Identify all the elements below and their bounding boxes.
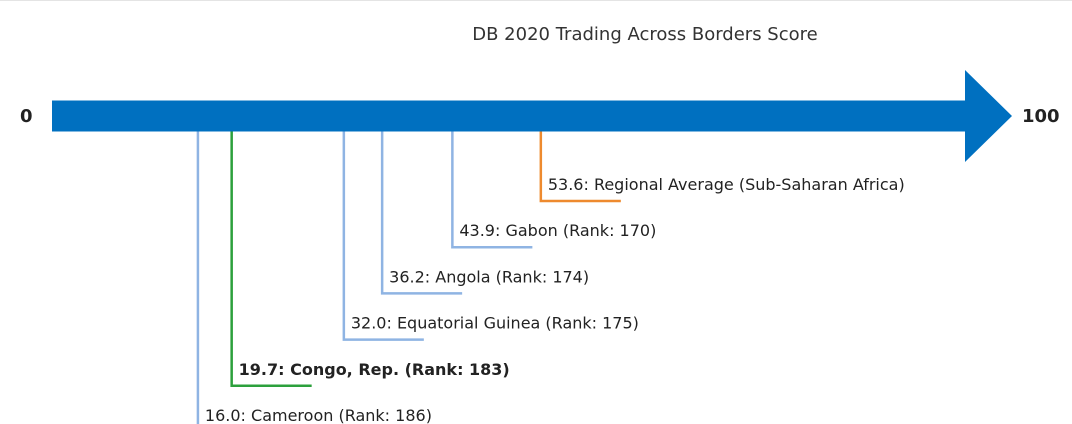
marker-label: 43.9: Gabon (Rank: 170) [459, 221, 656, 240]
label-separator: : [425, 267, 435, 286]
marker-value: 32.0 [351, 313, 387, 332]
marker-line [380, 131, 463, 295]
marker-name: Cameroon (Rank: 186) [251, 406, 432, 424]
marker-line [196, 131, 200, 424]
marker-line [342, 131, 424, 341]
marker-label: 32.0: Equatorial Guinea (Rank: 175) [351, 313, 639, 332]
marker-name: Gabon (Rank: 170) [505, 221, 656, 240]
marker-name: Angola (Rank: 174) [435, 267, 589, 286]
scale-arrow [52, 70, 1012, 162]
marker-value: 43.9 [459, 221, 495, 240]
marker-line [451, 131, 533, 249]
marker-value: 53.6 [548, 175, 584, 194]
marker-name: Regional Average (Sub-Saharan Africa) [594, 175, 905, 194]
label-separator: : [495, 221, 505, 240]
label-separator: : [278, 359, 290, 378]
label-separator: : [241, 406, 251, 424]
x-tick-label: 100 [1022, 106, 1060, 127]
marker-name: Equatorial Guinea (Rank: 175) [397, 313, 639, 332]
x-tick-label: 0 [20, 106, 33, 127]
marker-value: 19.7 [239, 359, 278, 378]
marker-value: 16.0 [205, 406, 241, 424]
marker-value: 36.2 [389, 267, 425, 286]
marker-label: 36.2: Angola (Rank: 174) [389, 267, 589, 286]
label-separator: : [386, 313, 396, 332]
marker-label: 16.0: Cameroon (Rank: 186) [205, 406, 432, 424]
marker-label: 53.6: Regional Average (Sub-Saharan Afri… [548, 175, 905, 194]
marker-line [230, 131, 312, 388]
marker-name: Congo, Rep. (Rank: 183) [290, 359, 510, 378]
marker-label: 19.7: Congo, Rep. (Rank: 183) [239, 359, 510, 378]
chart-title: DB 2020 Trading Across Borders Score [472, 24, 817, 45]
label-separator: : [583, 175, 593, 194]
marker-line [539, 131, 621, 203]
